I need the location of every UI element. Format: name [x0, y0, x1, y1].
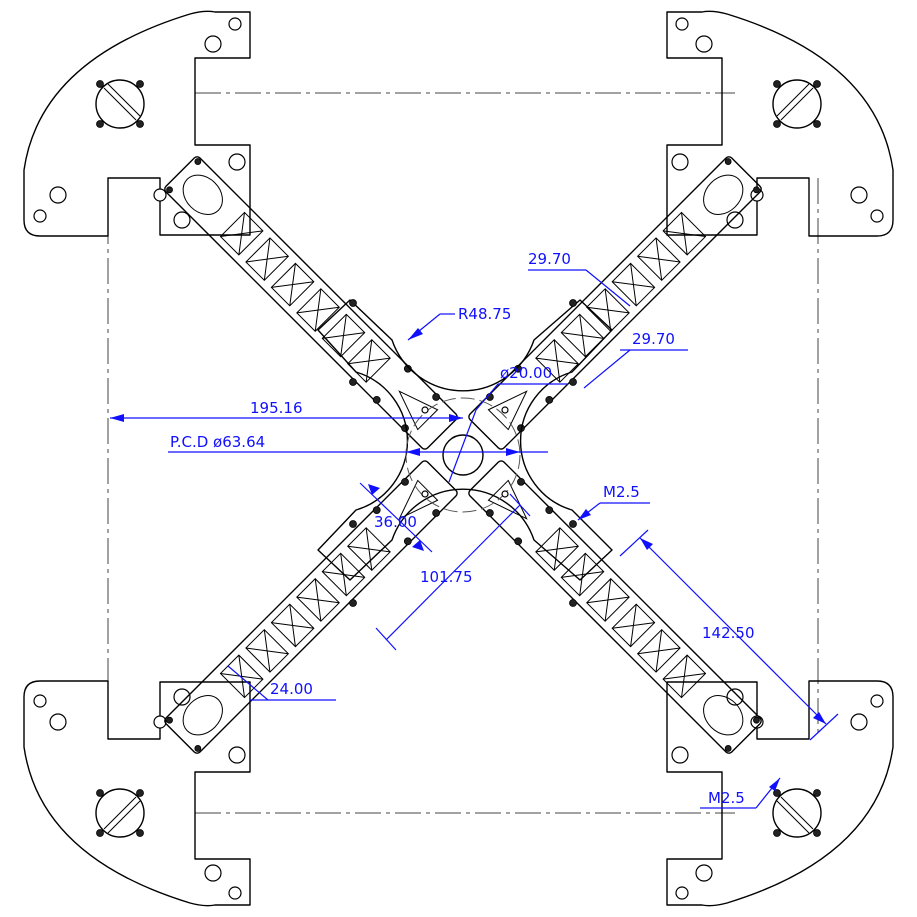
dim-label-cutout-radius: R48.75 — [458, 305, 511, 323]
pcd-circle — [405, 397, 521, 513]
dim-label-center-span: 101.75 — [420, 568, 473, 586]
dim-label-arm-length: 142.50 — [702, 624, 755, 642]
dim-label-pcd: P.C.D ø63.64 — [170, 433, 265, 451]
dimension-thread-lower: M2.5 — [700, 777, 781, 809]
corner-plate-bottom-right — [666, 680, 894, 907]
dim-label-arm-gap-a: 29.70 — [528, 250, 571, 268]
dimension-width-span: 195.16 — [110, 399, 463, 422]
dimension-center-span: 101.75 — [375, 493, 531, 651]
dim-label-arm-width: 24.00 — [270, 680, 313, 698]
dim-label-center-hole: ø20.00 — [500, 364, 552, 382]
dimension-arm-length: 142.50 — [619, 529, 839, 741]
dim-label-thread-lower: M2.5 — [708, 789, 745, 807]
dim-label-center-thickness: 36.00 — [374, 513, 417, 531]
dim-label-thread-upper: M2.5 — [603, 483, 640, 501]
dimension-cutout-radius: R48.75 — [407, 305, 511, 341]
dim-label-arm-gap-b: 29.70 — [632, 330, 675, 348]
arm-top-left — [161, 153, 461, 453]
dimension-pcd: P.C.D ø63.64 — [168, 433, 548, 456]
dim-label-width-span: 195.16 — [250, 399, 303, 417]
corner-plate-bottom-left — [23, 680, 251, 907]
arm-top-right — [465, 153, 765, 453]
corner-plate-top-left — [23, 10, 251, 237]
dimension-arm-gap-a: 29.70 — [528, 250, 631, 307]
center-hub-plate — [317, 299, 613, 607]
dimension-center-thickness: 36.00 — [359, 482, 433, 553]
corner-plate-top-right — [666, 10, 894, 237]
center-hole — [442, 434, 484, 476]
dimension-center-hole: ø20.00 — [448, 364, 568, 483]
dimension-arm-width: 24.00 — [227, 665, 336, 701]
dimension-arm-gap-b: 29.70 — [583, 330, 688, 389]
frame-centerlines — [107, 92, 819, 814]
arm-bottom-left — [161, 457, 461, 757]
dimension-thread-upper: M2.5 — [577, 483, 650, 521]
